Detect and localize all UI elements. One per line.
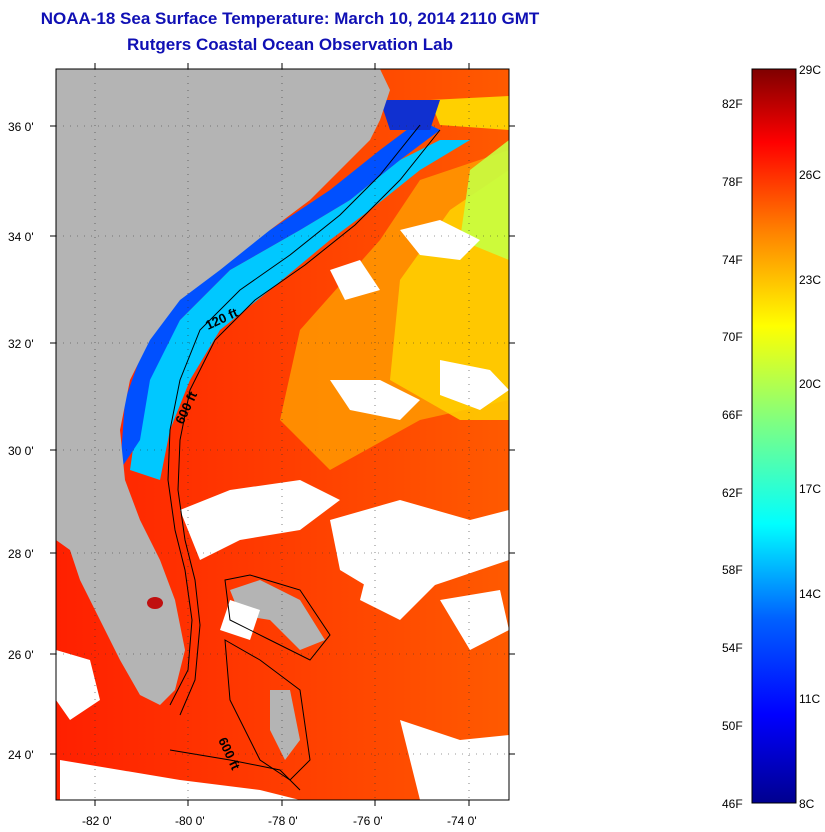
lat-label: 32 0': [8, 337, 34, 351]
colorbar-c-label: 29C: [799, 63, 821, 77]
lat-label: 28 0': [8, 547, 34, 561]
axis-ticks: [50, 63, 515, 806]
lat-label: 30 0': [8, 444, 34, 458]
cold-shelf-water: [130, 140, 470, 480]
lat-label: 24 0': [8, 748, 34, 762]
lon-label: -80 0': [175, 814, 205, 828]
colorbar-f-label: 46F: [722, 797, 743, 811]
lat-label: 26 0': [8, 648, 34, 662]
colorbar-c-label: 20C: [799, 377, 821, 391]
graticule: [56, 69, 509, 800]
colorbar-f-label: 62F: [722, 486, 743, 500]
green-region: [460, 140, 509, 260]
lon-label: -74 0': [447, 814, 477, 828]
colorbar: [751, 68, 797, 804]
colorbar-c-label: 23C: [799, 273, 821, 287]
title-line-2: Rutgers Coastal Ocean Observation Lab: [127, 35, 453, 54]
colorbar-f-label: 66F: [722, 408, 743, 422]
lon-label: -76 0': [353, 814, 383, 828]
colorbar-f-label: 54F: [722, 641, 743, 655]
lon-label: -82 0': [82, 814, 112, 828]
colorbar-f-label: 78F: [722, 175, 743, 189]
colorbar-f-label: 50F: [722, 719, 743, 733]
cloud-cover: [56, 220, 509, 800]
colorbar-c-label: 14C: [799, 587, 821, 601]
map-area[interactable]: [56, 69, 509, 800]
colorbar-c-label: 26C: [799, 168, 821, 182]
lat-label: 34 0': [8, 230, 34, 244]
andros-land: [270, 690, 300, 760]
colorbar-f-label: 74F: [722, 253, 743, 267]
lake-okeechobee: [147, 597, 163, 609]
bahamas-land: [230, 580, 325, 650]
colorbar-f-label: 58F: [722, 563, 743, 577]
lon-label: -78 0': [268, 814, 298, 828]
bathymetry-contours: [167, 124, 441, 791]
us-landmass: [56, 69, 390, 705]
colorbar-f-label: 70F: [722, 330, 743, 344]
colorbar-f-label: 82F: [722, 97, 743, 111]
map-title: NOAA-18 Sea Surface Temperature: March 1…: [0, 6, 580, 58]
colorbar-c-label: 8C: [799, 797, 815, 811]
colorbar-c-label: 17C: [799, 482, 821, 496]
lat-label: 36 0': [8, 120, 34, 134]
title-line-1: NOAA-18 Sea Surface Temperature: March 1…: [40, 9, 540, 28]
colorbar-c-label: 11C: [799, 692, 820, 706]
pamlico-sound-cold: [380, 100, 440, 130]
north-yellow-band: [430, 96, 509, 130]
